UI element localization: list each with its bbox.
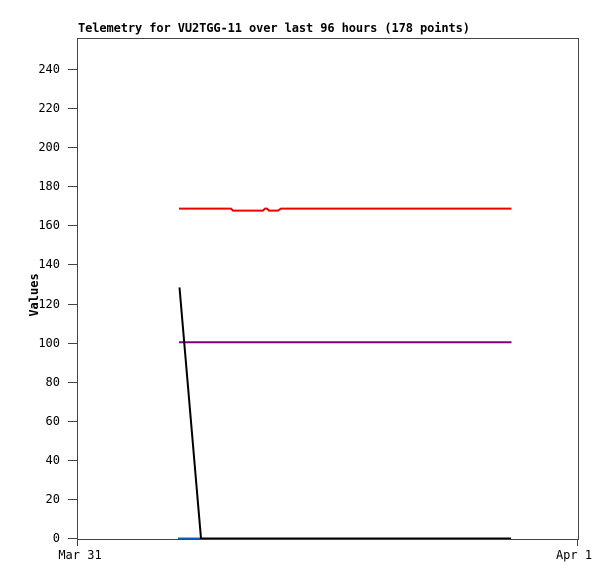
y-tick-label-180: 180: [38, 179, 60, 194]
y-tick-label-120: 120: [38, 296, 60, 311]
x-tick-label-end: Apr 1: [555, 548, 593, 562]
y-tick-label-80: 80: [45, 374, 60, 389]
y-tick-mark-60: [68, 421, 77, 422]
y-tick-mark-20: [68, 499, 77, 500]
y-tick-mark-240: [68, 69, 77, 70]
y-tick-mark-160: [68, 225, 77, 226]
y-tick-label-240: 240: [38, 62, 60, 76]
y-tick-mark-80: [68, 382, 77, 383]
y-tick-label-220: 220: [38, 101, 60, 116]
x-tick-mark-right: [577, 539, 578, 546]
series-red-channel: [179, 207, 512, 212]
y-tick-label-20: 20: [45, 491, 60, 506]
y-tick-label-100: 100: [38, 335, 60, 350]
y-tick-label-160: 160: [38, 218, 60, 233]
y-tick-mark-200: [68, 147, 77, 148]
plot-area: [77, 38, 579, 540]
y-tick-label-60: 60: [45, 413, 60, 428]
y-tick-label-200: 200: [38, 140, 60, 155]
y-tick-label-0: 0: [52, 531, 60, 545]
y-tick-mark-180: [68, 186, 77, 187]
y-tick-label-140: 140: [38, 257, 60, 272]
plot-lines: [178, 207, 512, 539]
y-tick-mark-0: [68, 538, 77, 539]
x-tick-mark-left: [77, 539, 78, 546]
y-tick-mark-220: [68, 108, 77, 109]
series-black-channel: [178, 287, 511, 539]
x-tick-label-start: Mar 31: [58, 548, 102, 562]
y-tick-mark-40: [68, 460, 77, 461]
y-tick-mark-100: [68, 343, 77, 344]
y-tick-mark-120: [68, 304, 77, 305]
chart-title: Telemetry for VU2TGG-11 over last 96 hou…: [78, 21, 470, 35]
y-tick-label-40: 40: [45, 452, 60, 467]
y-tick-mark-140: [68, 264, 77, 265]
